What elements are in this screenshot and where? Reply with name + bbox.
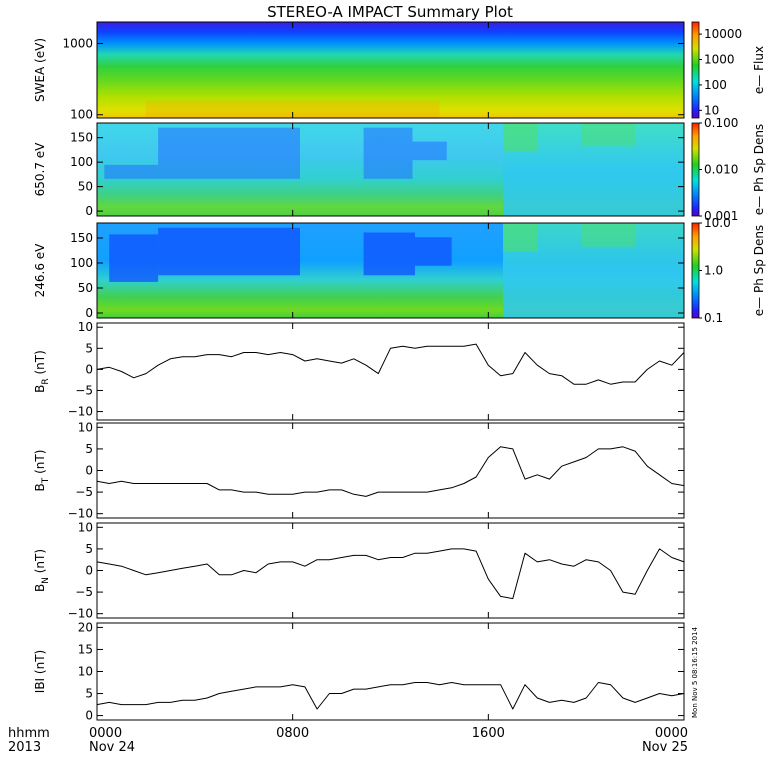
spectrogram-patch [158,227,301,276]
y-tick-label: 0 [85,564,93,578]
y-tick-label: 100 [70,108,93,122]
y-tick-label: 10 [78,420,93,434]
colorbar-tick-label: 1.0 [704,264,723,278]
panel-4: −10 −5 0 5 10 BR (nT) [33,320,685,421]
time-tick-label: 0800 [276,726,309,741]
panel-frame [96,222,685,319]
time-tick-label: 1600 [472,726,505,741]
y-tick-label: 5 [85,542,93,556]
spectrogram-patch [581,123,636,147]
y-tick-label: 1000 [62,36,93,50]
y-axis-label: 246.6 eV [33,243,47,298]
panel-frame [96,522,685,619]
panel-frame [96,622,685,721]
y-tick-label: −10 [68,607,93,621]
y-axis-label: SWEA (eV) [33,38,47,102]
trace-t [96,446,685,497]
timestamp-stamp: Mon Nov 5 08:16:15 2014 [691,626,699,718]
y-tick-label: 0 [85,464,93,478]
y-tick-label: 10 [78,320,93,334]
colorbar-tick-label: 0.001 [704,209,738,223]
year-corner-label: 2013 [8,740,41,755]
y-tick-label: −5 [75,485,93,499]
y-axis-label: 650.7 eV [33,142,47,197]
panel-frame [96,322,685,421]
colorbar-tick-label: 10000 [704,27,742,41]
y-tick-label: −5 [75,383,93,397]
colorbar-label: e— Ph Sp Dens [752,124,766,215]
trace-btot [96,682,685,710]
colorbar-tick-label: 0.100 [704,116,738,130]
y-tick-label: 150 [70,131,93,145]
spectrogram-patch [109,234,159,282]
colorbar-tick-label: 1000 [704,53,735,67]
y-tick-label: −10 [68,507,93,521]
time-corner-label: hhmm [8,726,50,741]
spectrogram-patch [503,123,538,151]
time-tick-label: 0000 [89,726,122,741]
timestamp: Mon Nov 5 08:16:15 2014 [691,626,699,718]
panel-2: 0.001 0.010 0.100 e— Ph Sp Dens 0 50 100 150 650… [33,116,766,223]
trace-r [96,343,685,385]
spectrogram-patch [412,141,447,161]
colorbar-tick-label: 10.0 [704,216,731,230]
colorbar-tick-label: 10 [704,103,719,117]
panel-frame [96,422,685,519]
y-tick-label: 100 [70,256,93,270]
colorbar [691,122,700,217]
panel-frame [96,21,685,119]
colorbar-tick-label: 0.1 [704,311,723,325]
plot-title: STEREO-A IMPACT Summary Plot [267,3,513,21]
y-tick-label: 5 [85,687,93,701]
date-tick-label: Nov 25 [642,740,688,755]
panel-6: −10 −5 0 5 10 BN (nT) [33,520,685,621]
y-tick-label: 0 [85,362,93,376]
y-tick-label: 20 [78,620,93,634]
spectrogram-region [145,100,440,118]
y-tick-label: −5 [75,585,93,599]
spectrogram-patch [503,223,538,252]
spectrogram-image [97,22,684,118]
y-axis-label: BR (nT) [33,350,51,393]
colorbar-label: e— Flux [752,46,766,94]
colorbar-tick-label: 100 [704,78,727,92]
y-tick-label: 50 [78,281,93,295]
panel-frame [96,122,685,217]
spectrogram-patch [414,237,452,266]
trace-n [96,548,685,600]
y-axis-label: BT (nT) [33,450,51,492]
spectrogram-patch [158,127,301,179]
y-axis-label: BN (nT) [33,549,51,592]
y-tick-label: 150 [70,231,93,245]
y-tick-label: 5 [85,341,93,355]
date-tick-label: Nov 24 [89,740,135,755]
colorbar-label: e— Ph Sp Dens [752,225,766,316]
panel-7: 0 5 10 15 20 IBI (nT) [33,620,685,723]
y-tick-label: 50 [78,180,93,194]
colorbar-tick-label: 0.010 [704,163,738,177]
y-tick-label: 100 [70,155,93,169]
spectrogram-patch [104,164,159,179]
y-tick-label: 10 [78,665,93,679]
y-tick-label: 0 [85,709,93,723]
spectrogram-patch [363,127,413,179]
spectrogram-patch [363,232,415,276]
y-tick-label: −10 [68,405,93,419]
colorbar [691,21,700,119]
y-tick-label: 10 [78,520,93,534]
panel-5: −10 −5 0 5 10 BT (nT) [33,420,685,521]
y-tick-label: 0 [85,204,93,218]
y-axis-label: IBI (nT) [33,650,47,693]
spectrogram-patch [581,223,636,247]
colorbar [691,222,700,319]
panel-3: 0.1 1.0 10.0 e— Ph Sp Dens 0 50 100 150 246.6 eV [33,216,766,325]
time-tick-label: 0000 [655,726,688,741]
y-tick-label: 0 [85,306,93,320]
panel-1: 10 100 1000 10000 e— Flux 100 1000 SWEA (eV) [33,21,766,122]
y-tick-label: 5 [85,442,93,456]
y-tick-label: 15 [78,642,93,656]
